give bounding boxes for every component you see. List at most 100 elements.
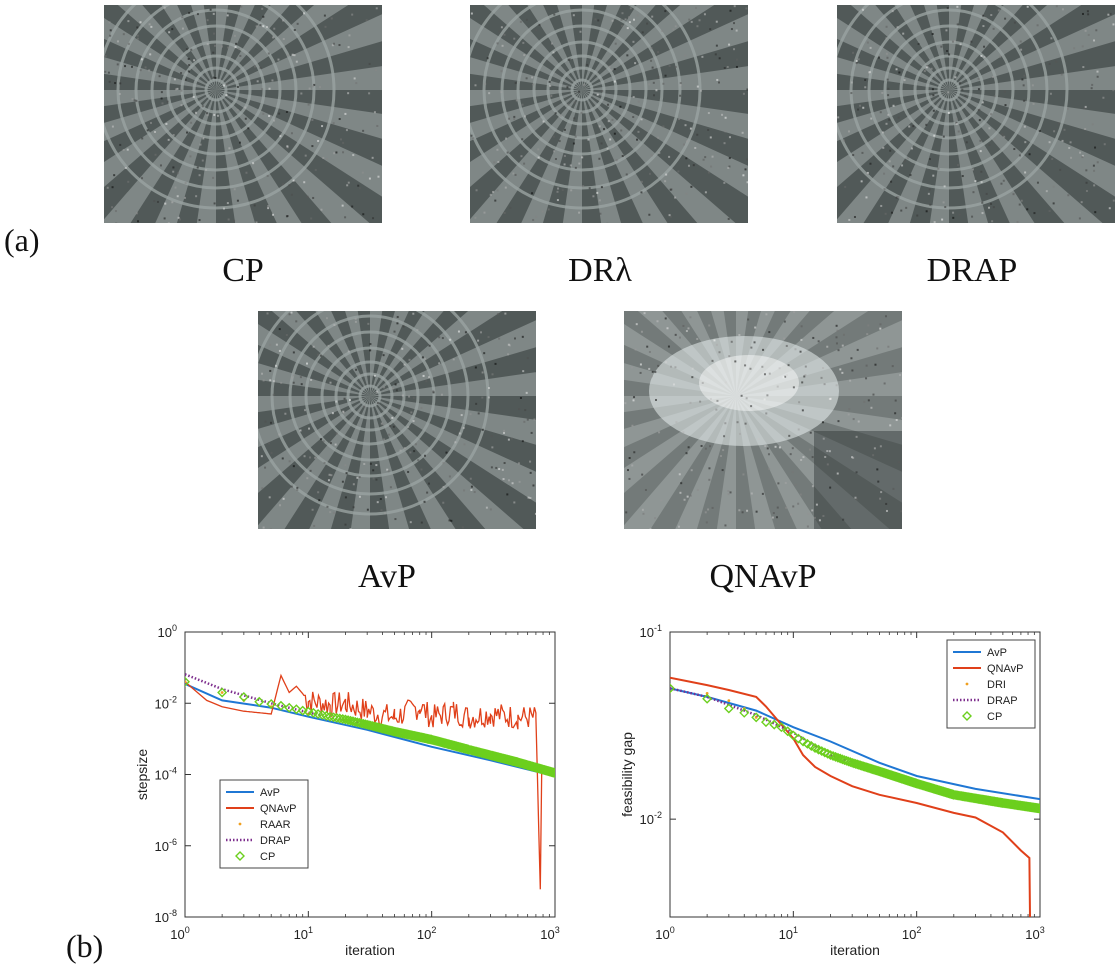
thumb-noise <box>180 89 183 92</box>
thumb-noise <box>852 456 855 459</box>
thumb-noise <box>278 349 281 352</box>
thumb-noise <box>213 44 216 47</box>
thumb-noise <box>504 312 507 315</box>
thumb-noise <box>1024 141 1027 144</box>
thumb-spoke <box>104 73 216 90</box>
thumb-noise <box>912 125 915 128</box>
thumb-noise <box>126 148 129 151</box>
thumb-noise <box>420 468 423 471</box>
thumb-noise <box>457 330 460 333</box>
thumb-noise <box>684 124 687 127</box>
thumb-noise <box>361 171 364 174</box>
thumb-noise <box>375 478 378 481</box>
thumb-noise <box>1084 128 1087 131</box>
thumb-noise <box>635 323 638 326</box>
thumb-noise <box>1094 211 1097 214</box>
thumb-noise <box>290 193 293 196</box>
thumb-spoke <box>370 396 536 472</box>
legend-label-CP: CP <box>260 851 275 863</box>
thumb-noise <box>741 131 744 134</box>
thumb-noise <box>1108 207 1111 210</box>
thumb-noise <box>352 154 355 157</box>
thumb-noise <box>679 82 682 85</box>
thumb-noise <box>895 419 898 422</box>
thumb-noise <box>278 328 281 331</box>
thumb-noise <box>897 116 900 119</box>
thumb-noise <box>374 69 377 72</box>
thumb-noise <box>247 127 250 130</box>
thumb-noise <box>848 130 851 133</box>
thumb-noise <box>992 76 995 79</box>
thumb-noise <box>928 158 931 161</box>
thumb-noise <box>299 429 302 432</box>
thumb-noise <box>403 447 406 450</box>
thumb-noise <box>768 372 771 375</box>
marker-CP <box>238 691 249 702</box>
thumb-noise <box>866 173 869 176</box>
thumb-noise <box>639 363 642 366</box>
thumb-noise <box>890 211 893 214</box>
thumb-noise <box>992 27 995 30</box>
thumb-noise <box>194 111 197 114</box>
thumb-noise <box>379 498 382 501</box>
thumb-noise <box>689 316 692 319</box>
marker-CP <box>769 719 780 730</box>
thumb-ring <box>546 54 618 126</box>
thumb-noise <box>481 396 484 399</box>
thumb-noise <box>342 410 345 413</box>
thumb-noise <box>552 135 555 138</box>
thumb-noise <box>135 212 138 215</box>
thumb-spoke <box>837 90 949 220</box>
thumb-noise <box>508 479 511 482</box>
thumb-noise <box>311 145 314 148</box>
thumb-noise <box>306 477 309 480</box>
thumb-noise <box>685 157 688 160</box>
thumb-noise <box>806 525 809 528</box>
thumb-noise <box>513 337 516 340</box>
thumb-noise <box>319 86 322 89</box>
thumb-noise <box>682 324 685 327</box>
thumb-noise <box>746 158 748 161</box>
thumb-noise <box>445 451 448 454</box>
thumb-noise <box>768 467 771 470</box>
thumb-noise <box>410 411 413 414</box>
thumb-noise <box>180 72 183 75</box>
thumb-noise <box>800 458 803 461</box>
thumb-noise <box>892 487 895 490</box>
thumb-noise <box>877 480 880 483</box>
thumb-noise <box>262 379 265 382</box>
thumb-noise <box>741 511 744 514</box>
thumb-noise <box>718 57 721 60</box>
legend-label-QNAvP: QNAvP <box>987 663 1023 675</box>
thumb-noise <box>368 92 371 95</box>
thumb-noise <box>569 164 572 167</box>
thumb-noise <box>119 82 122 85</box>
thumb-noise <box>477 339 480 342</box>
thumb-noise <box>116 40 119 43</box>
thumb-noise <box>269 343 272 346</box>
thumb-noise <box>608 65 611 68</box>
marker-CP <box>788 730 799 741</box>
thumb-noise <box>959 82 962 85</box>
thumb-noise <box>1036 24 1039 27</box>
thumb-noise <box>385 496 388 499</box>
thumb-noise <box>881 91 884 94</box>
thumb-noise <box>264 420 267 423</box>
thumb-noise <box>396 322 399 325</box>
thumb-noise <box>384 512 387 515</box>
thumb-noise <box>523 420 526 423</box>
thumb-noise <box>687 446 690 449</box>
thumb-noise <box>313 524 316 527</box>
thumb-noise <box>470 12 473 15</box>
thumb-noise <box>744 168 747 171</box>
thumb-noise <box>136 34 139 37</box>
thumb-noise <box>119 143 122 146</box>
thumb-noise <box>526 357 529 360</box>
thumb-noise <box>787 364 790 367</box>
thumb-noise <box>154 153 157 156</box>
thumb-noise <box>636 14 639 17</box>
thumb-noise <box>931 33 934 36</box>
thumb-noise <box>824 455 827 458</box>
thumb-noise <box>304 409 307 412</box>
thumb-noise <box>799 493 802 496</box>
